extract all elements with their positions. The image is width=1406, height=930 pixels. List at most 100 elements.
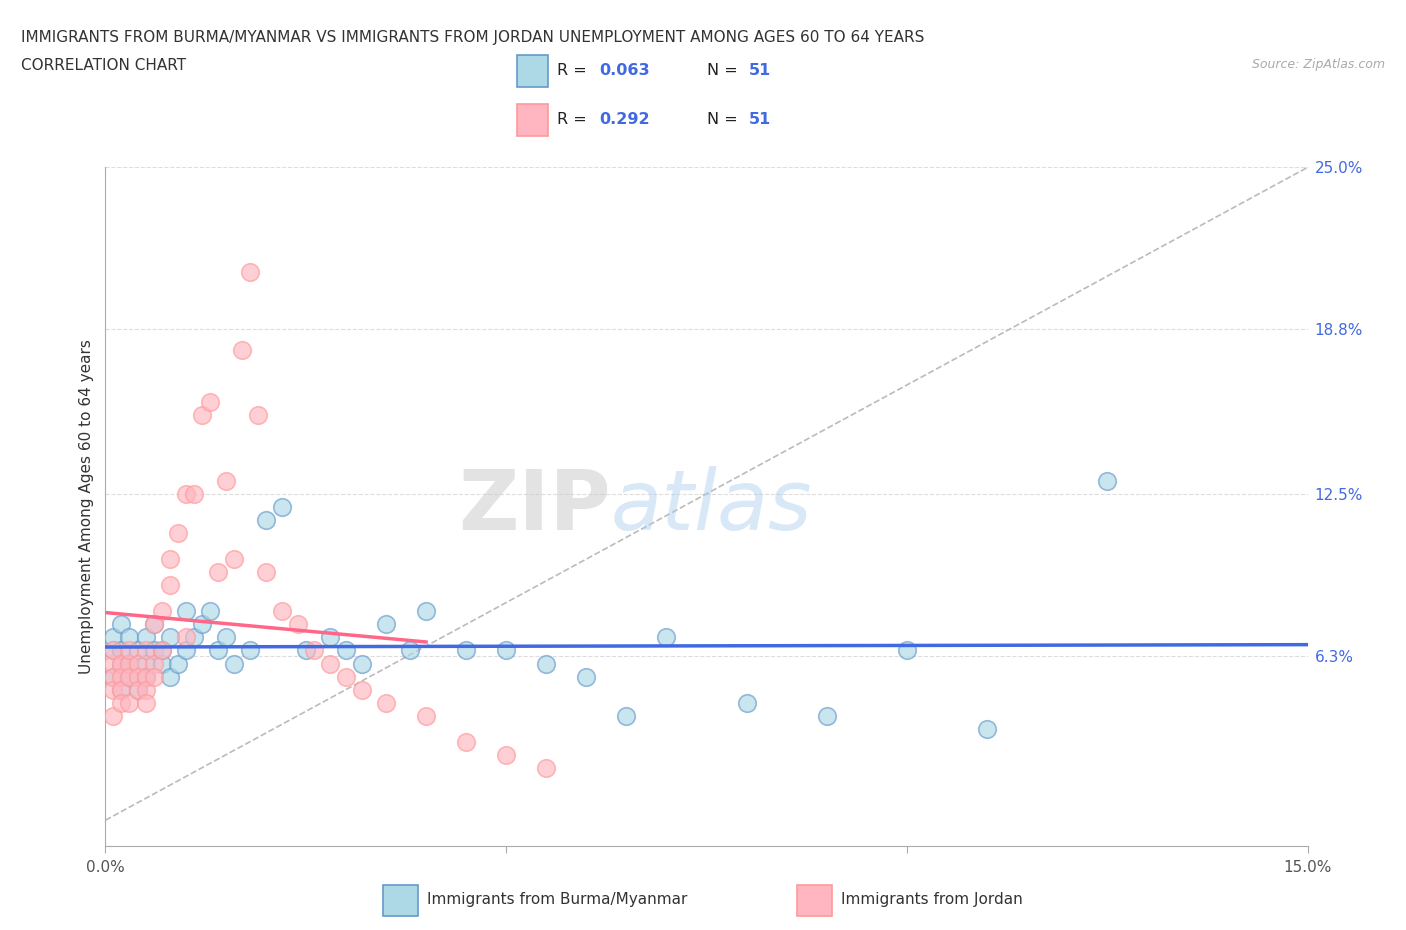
Point [454,643,477,658]
Point [166,656,188,671]
Point [118,656,141,671]
Point [270,499,292,514]
Point [103,670,125,684]
Point [159,670,181,684]
Text: 51: 51 [749,113,772,127]
Point [214,630,236,644]
Point [454,735,477,750]
Point [159,578,181,592]
Point [110,643,132,658]
Point [127,656,149,671]
Point [183,486,205,501]
Text: CORRELATION CHART: CORRELATION CHART [21,58,186,73]
Point [198,395,221,410]
Text: 51: 51 [749,63,772,78]
Point [103,709,125,724]
Point [166,525,188,540]
Point [174,486,197,501]
Point [374,696,398,711]
Point [254,565,277,579]
Point [287,617,309,631]
Point [575,670,598,684]
Point [110,656,132,671]
FancyBboxPatch shape [384,885,419,916]
Point [399,643,422,658]
Point [655,630,678,644]
Text: ZIP: ZIP [458,466,610,548]
Point [534,656,557,671]
Point [495,643,517,658]
Point [135,643,157,658]
Point [214,473,236,488]
Point [150,643,173,658]
Point [110,670,132,684]
Text: N =: N = [707,63,744,78]
Point [135,683,157,698]
Point [198,604,221,618]
Point [159,630,181,644]
Point [127,683,149,698]
Point [239,264,262,279]
Point [110,656,132,671]
Point [231,343,253,358]
Point [976,722,998,737]
Point [159,551,181,566]
Point [207,565,229,579]
Point [135,630,157,644]
Point [142,617,165,631]
Point [1097,473,1119,488]
Point [190,408,212,423]
FancyBboxPatch shape [517,104,548,136]
Point [374,617,398,631]
Point [135,670,157,684]
Point [534,761,557,776]
Point [142,656,165,671]
Point [110,696,132,711]
Point [103,670,125,684]
Point [110,683,132,698]
Point [295,643,318,658]
Point [127,643,149,658]
Point [127,683,149,698]
Point [222,656,245,671]
Point [150,656,173,671]
Text: Source: ZipAtlas.com: Source: ZipAtlas.com [1251,58,1385,71]
Point [815,709,838,724]
Point [415,604,437,618]
Point [150,643,173,658]
Point [103,643,125,658]
Point [150,604,173,618]
Point [118,643,141,658]
FancyBboxPatch shape [517,55,548,86]
Point [207,643,229,658]
Point [246,408,269,423]
Point [350,683,373,698]
Point [142,617,165,631]
Point [103,630,125,644]
Point [350,656,373,671]
Point [270,604,292,618]
Point [335,670,357,684]
Text: 0.063: 0.063 [599,63,650,78]
Point [103,656,125,671]
Point [495,748,517,763]
Point [110,683,132,698]
Point [616,709,638,724]
Text: IMMIGRANTS FROM BURMA/MYANMAR VS IMMIGRANTS FROM JORDAN UNEMPLOYMENT AMONG AGES : IMMIGRANTS FROM BURMA/MYANMAR VS IMMIGRA… [21,30,925,45]
Text: Immigrants from Burma/Myanmar: Immigrants from Burma/Myanmar [427,892,688,908]
Point [183,630,205,644]
Point [118,696,141,711]
Text: R =: R = [557,63,592,78]
Point [174,643,197,658]
Point [415,709,437,724]
FancyBboxPatch shape [797,885,832,916]
Point [118,656,141,671]
Point [118,670,141,684]
Point [103,683,125,698]
Point [118,630,141,644]
Point [174,604,197,618]
Point [302,643,325,658]
Text: atlas: atlas [610,466,813,548]
Point [135,670,157,684]
Point [254,512,277,527]
